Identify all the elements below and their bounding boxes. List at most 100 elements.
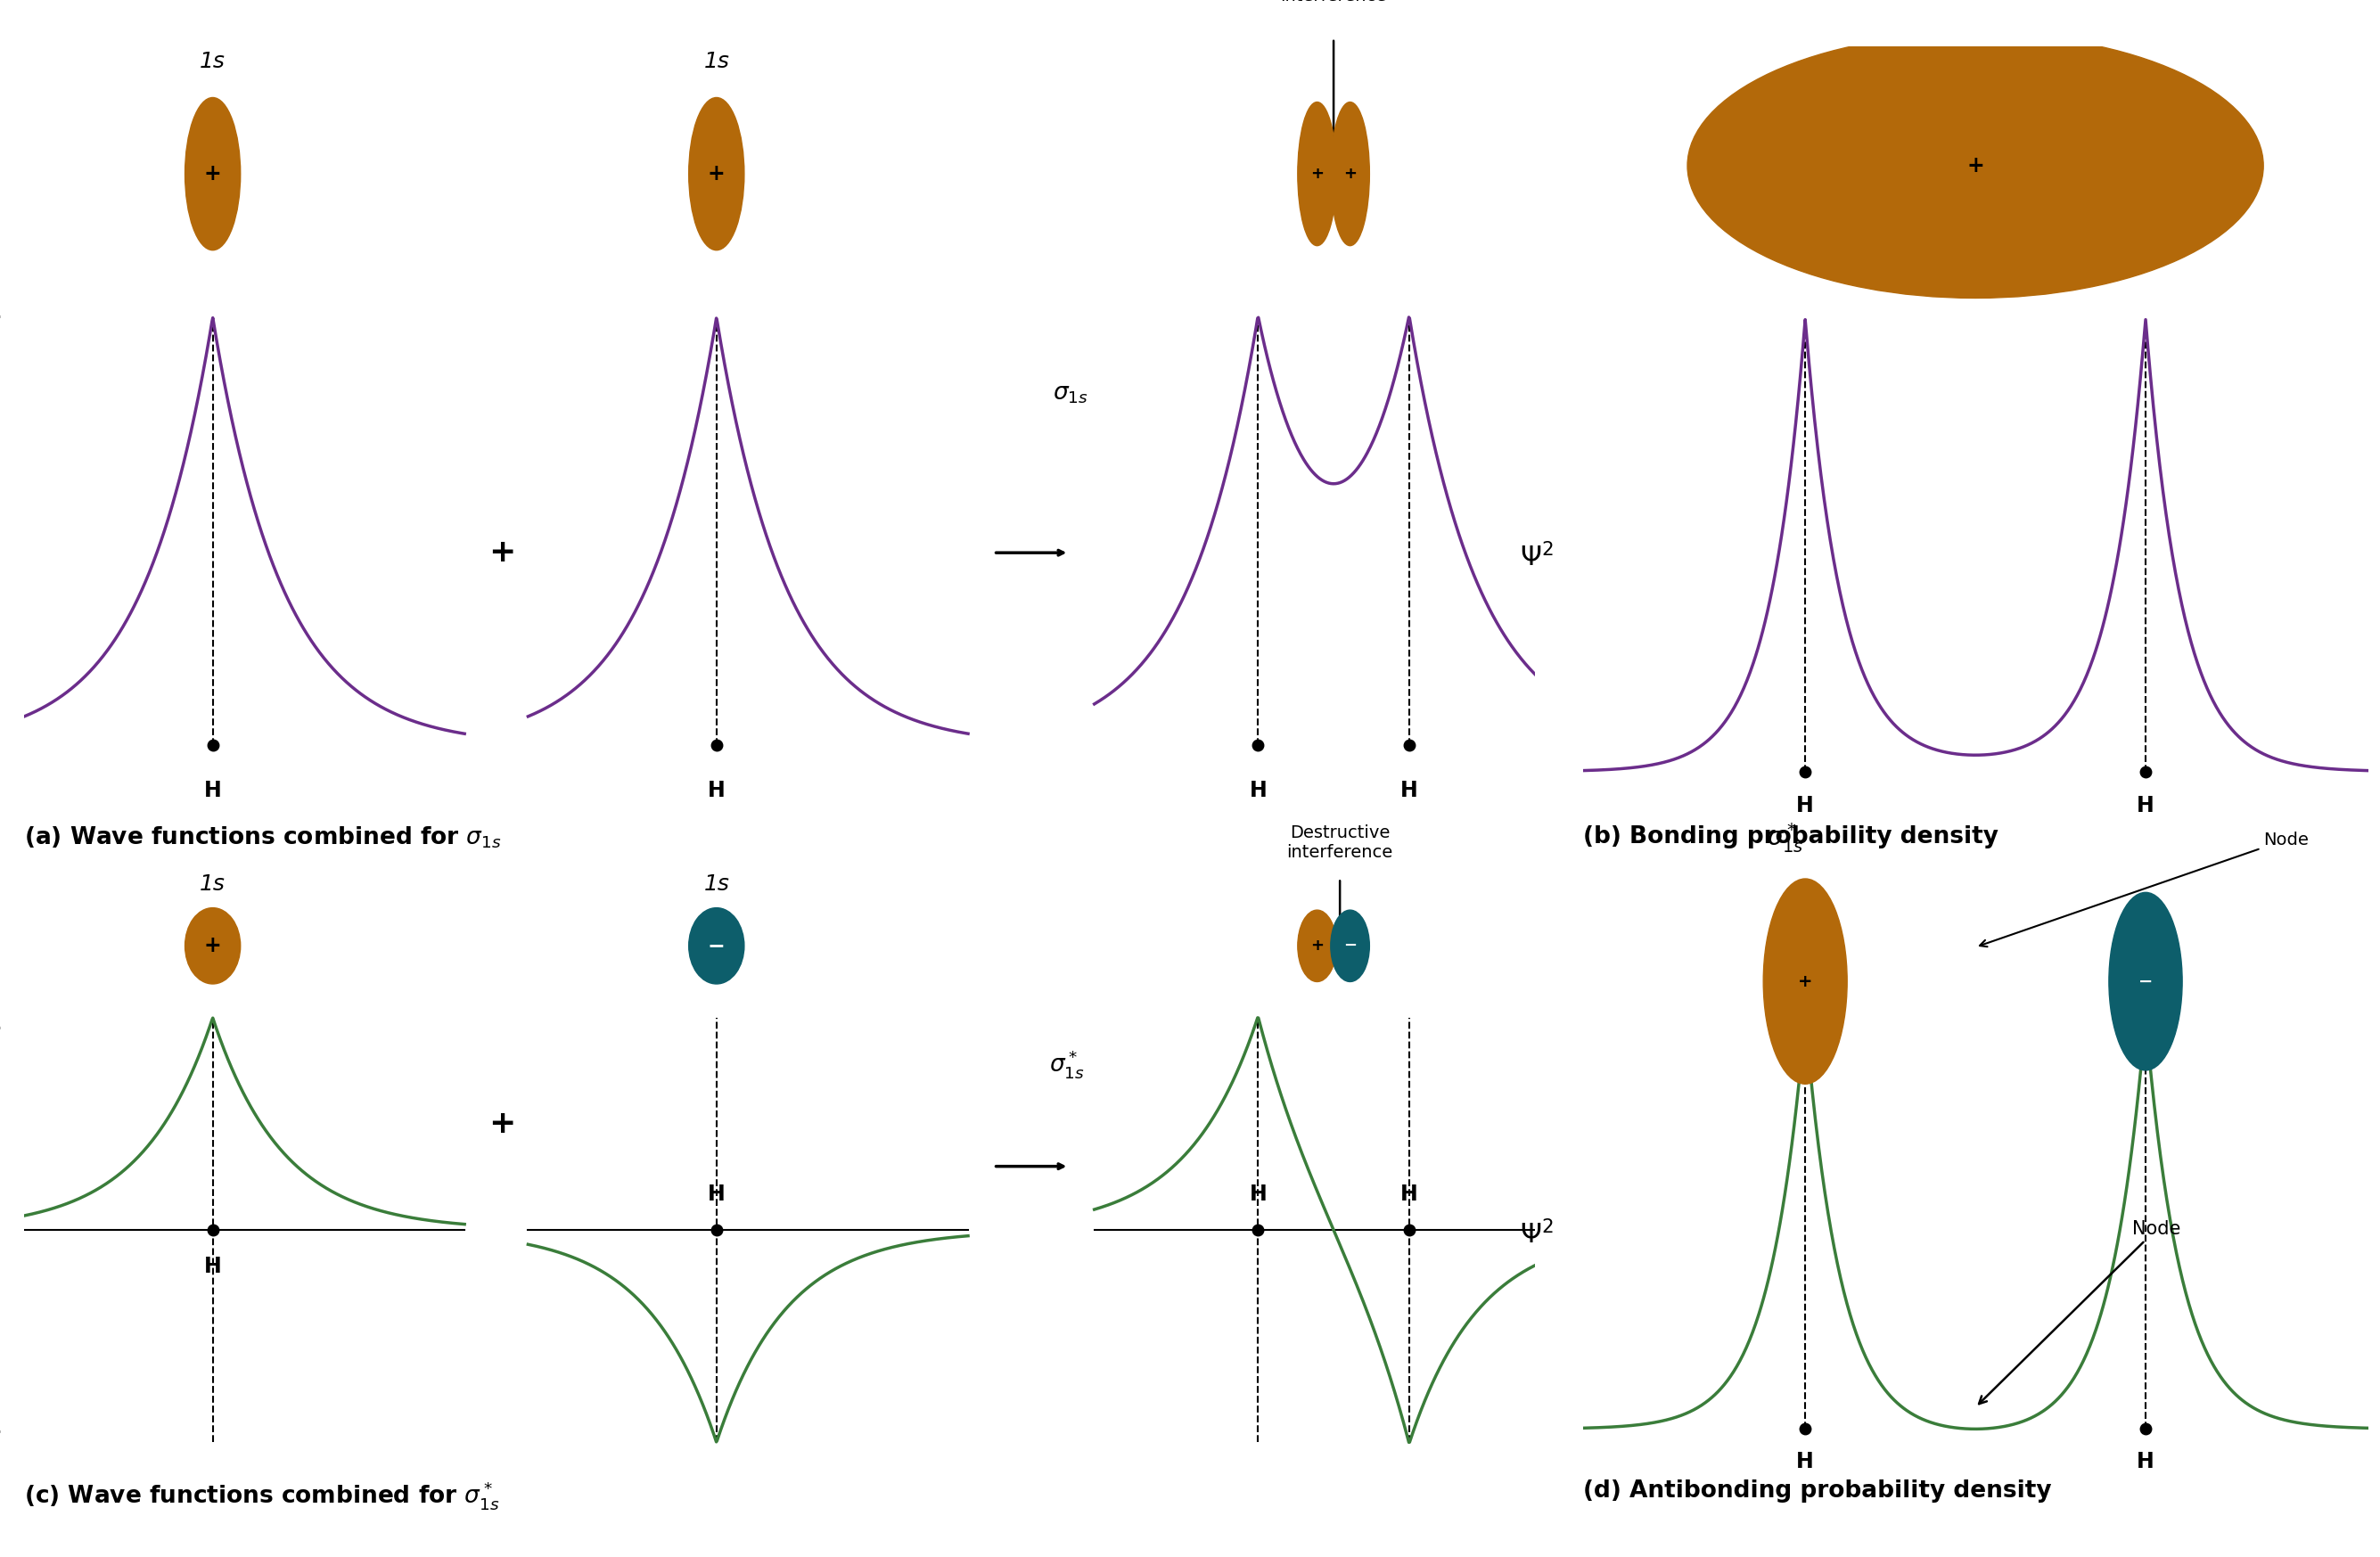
Text: H: H [1797, 796, 1814, 817]
Ellipse shape [1307, 926, 1326, 961]
Ellipse shape [1299, 112, 1333, 232]
Text: $\sigma_{1s}$: $\sigma_{1s}$ [1052, 383, 1088, 406]
Ellipse shape [2137, 965, 2140, 972]
Ellipse shape [1868, 111, 2052, 195]
Text: H: H [707, 1183, 726, 1205]
Ellipse shape [202, 933, 217, 951]
Ellipse shape [1911, 128, 2002, 170]
Text: +: + [707, 163, 726, 185]
Ellipse shape [1299, 912, 1335, 978]
Ellipse shape [1335, 120, 1364, 223]
Ellipse shape [1309, 931, 1321, 954]
Ellipse shape [1771, 897, 1837, 1060]
Ellipse shape [1297, 911, 1338, 981]
Text: H: H [1797, 1451, 1814, 1471]
Text: +: + [205, 936, 221, 956]
Ellipse shape [1342, 933, 1352, 951]
Ellipse shape [205, 936, 212, 945]
Ellipse shape [704, 928, 724, 956]
Ellipse shape [704, 139, 724, 195]
Ellipse shape [1309, 933, 1321, 951]
Text: −: − [1342, 937, 1357, 954]
Ellipse shape [707, 149, 719, 181]
Text: H: H [1250, 780, 1266, 800]
Ellipse shape [1835, 97, 2090, 213]
Ellipse shape [2128, 937, 2156, 1009]
Ellipse shape [2111, 895, 2180, 1067]
Text: $\Psi^2$: $\Psi^2$ [1521, 543, 1554, 571]
Ellipse shape [1697, 37, 2251, 293]
Ellipse shape [195, 123, 228, 215]
Ellipse shape [2130, 947, 2152, 996]
Ellipse shape [1773, 903, 1833, 1051]
Text: +: + [1311, 937, 1323, 954]
Ellipse shape [1338, 131, 1359, 206]
Ellipse shape [190, 916, 233, 973]
Ellipse shape [1785, 934, 1816, 1009]
Ellipse shape [1304, 126, 1328, 213]
Ellipse shape [709, 937, 714, 944]
Ellipse shape [2111, 898, 2178, 1062]
Text: $\sigma^*_{1s}$: $\sigma^*_{1s}$ [1766, 821, 1804, 855]
Text: H: H [205, 780, 221, 800]
Ellipse shape [202, 931, 217, 953]
Text: 1s: 1s [704, 51, 728, 72]
Ellipse shape [193, 121, 228, 218]
Ellipse shape [1335, 917, 1364, 972]
Ellipse shape [697, 920, 733, 968]
Ellipse shape [195, 129, 224, 209]
Ellipse shape [697, 121, 733, 218]
Text: H: H [1399, 1183, 1418, 1205]
Ellipse shape [2135, 956, 2147, 984]
Text: (c) Wave functions combined for $\sigma^*_{1s}$: (c) Wave functions combined for $\sigma^… [24, 1479, 500, 1512]
Ellipse shape [1330, 104, 1368, 243]
Ellipse shape [202, 146, 217, 184]
Ellipse shape [1330, 103, 1368, 246]
Text: +: + [1797, 973, 1814, 990]
Ellipse shape [1330, 911, 1368, 979]
Ellipse shape [1304, 925, 1326, 962]
Ellipse shape [704, 142, 721, 190]
Ellipse shape [1787, 937, 1814, 1004]
Ellipse shape [2123, 928, 2161, 1021]
Ellipse shape [1302, 920, 1328, 968]
Ellipse shape [1309, 148, 1319, 182]
Ellipse shape [1304, 131, 1326, 206]
Ellipse shape [1761, 65, 2175, 255]
Ellipse shape [1311, 153, 1316, 176]
Text: H: H [707, 780, 726, 800]
Ellipse shape [1797, 962, 1799, 970]
Ellipse shape [2118, 917, 2168, 1037]
Ellipse shape [1775, 906, 1830, 1046]
Ellipse shape [707, 153, 716, 176]
Ellipse shape [1307, 926, 1323, 959]
Ellipse shape [1778, 914, 1828, 1037]
Ellipse shape [1773, 70, 2163, 249]
Ellipse shape [1302, 917, 1330, 972]
Text: H: H [1399, 780, 1418, 800]
Ellipse shape [1333, 107, 1368, 240]
Ellipse shape [2113, 902, 2178, 1059]
Ellipse shape [700, 923, 728, 962]
Ellipse shape [2113, 905, 2175, 1054]
Ellipse shape [1890, 118, 2028, 182]
Ellipse shape [205, 153, 212, 176]
Ellipse shape [1333, 914, 1366, 976]
Ellipse shape [1338, 126, 1361, 213]
Ellipse shape [198, 134, 221, 201]
Ellipse shape [702, 134, 726, 201]
Ellipse shape [190, 917, 231, 972]
Ellipse shape [2135, 959, 2144, 981]
Text: $\sigma^*_{1s}$: $\sigma^*_{1s}$ [1050, 1048, 1085, 1081]
Text: H: H [1250, 1183, 1266, 1205]
Ellipse shape [198, 928, 221, 958]
Ellipse shape [700, 129, 728, 209]
Ellipse shape [1740, 56, 2202, 268]
Text: −: − [707, 936, 726, 956]
Ellipse shape [2118, 914, 2171, 1042]
Ellipse shape [193, 919, 231, 970]
Ellipse shape [1764, 878, 1847, 1084]
Ellipse shape [205, 154, 212, 173]
Ellipse shape [1342, 146, 1352, 187]
Ellipse shape [1340, 926, 1357, 961]
